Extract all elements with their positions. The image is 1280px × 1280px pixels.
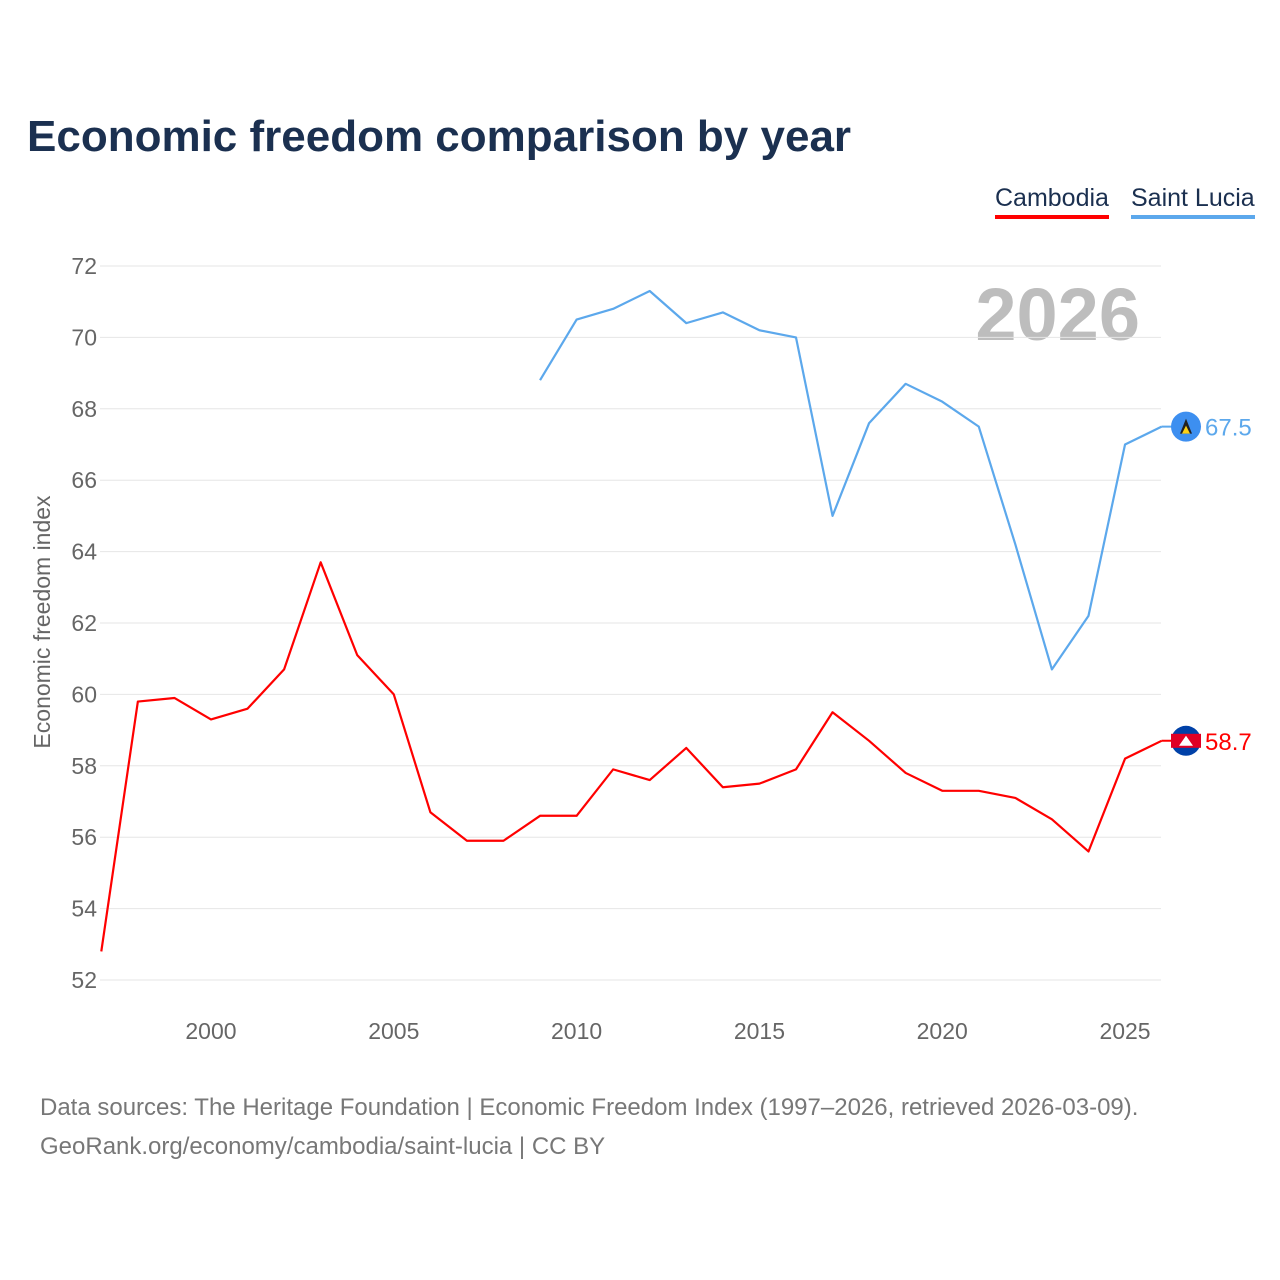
- y-axis-label: Economic freedom index: [29, 495, 55, 749]
- footer: Data sources: The Heritage Foundation | …: [40, 1088, 1138, 1166]
- data-point: [392, 692, 396, 696]
- x-tick-label: 2020: [917, 1018, 968, 1044]
- data-point: [831, 514, 835, 518]
- data-point: [428, 810, 432, 814]
- data-point: [940, 789, 944, 793]
- angkor-wat-icon: [1179, 735, 1193, 746]
- x-tick-label: 2010: [551, 1018, 602, 1044]
- data-point: [904, 771, 908, 775]
- source-url: GeoRank.org/economy/cambodia/saint-lucia…: [40, 1133, 606, 1160]
- data-point: [831, 710, 835, 714]
- data-point: [575, 318, 579, 322]
- series-line-cambodia: [100, 561, 1163, 952]
- legend-cambodia[interactable]: Cambodia: [995, 184, 1109, 219]
- data-point: [648, 289, 652, 293]
- data-point: [538, 378, 542, 382]
- data-point: [757, 782, 761, 786]
- data-point: [1123, 757, 1127, 761]
- y-tick-label: 52: [71, 967, 97, 993]
- data-point: [611, 307, 615, 311]
- data-point: [977, 789, 981, 793]
- data-point: [1013, 542, 1017, 546]
- data-point: [940, 400, 944, 404]
- data-point: [319, 560, 323, 564]
- data-point: [904, 382, 908, 386]
- data-point: [1013, 796, 1017, 800]
- y-tick-label: 72: [71, 253, 97, 279]
- data-point: [1123, 443, 1127, 447]
- x-tick-label: 2015: [734, 1018, 785, 1044]
- data-point: [355, 653, 359, 657]
- data-point: [794, 767, 798, 771]
- data-point: [136, 700, 140, 704]
- data-point: [1050, 667, 1054, 671]
- data-point: [684, 746, 688, 750]
- chart-title: Economic freedom comparison by year: [27, 112, 852, 161]
- data-point: [575, 814, 579, 818]
- data-point: [282, 667, 286, 671]
- x-tick-label: 2005: [368, 1018, 419, 1044]
- data-source: Data sources: The Heritage Foundation | …: [40, 1094, 1139, 1121]
- y-tick-label: 60: [71, 681, 97, 707]
- data-point: [465, 839, 469, 843]
- data-point: [538, 814, 542, 818]
- y-tick-label: 56: [71, 824, 97, 850]
- data-point: [99, 949, 103, 953]
- y-tick-label: 64: [71, 539, 97, 565]
- data-point: [721, 785, 725, 789]
- data-point: [867, 421, 871, 425]
- data-point: [867, 739, 871, 743]
- data-point: [757, 328, 761, 332]
- flag-triangle-inner-icon: [1182, 425, 1190, 434]
- end-value-label: 58.7: [1205, 729, 1252, 756]
- data-point: [1050, 817, 1054, 821]
- y-tick-label: 58: [71, 753, 97, 779]
- x-tick-label: 2000: [185, 1018, 236, 1044]
- data-point: [684, 321, 688, 325]
- data-point: [1086, 849, 1090, 853]
- y-tick-label: 66: [71, 467, 97, 493]
- end-value-label: 67.5: [1205, 415, 1252, 442]
- data-point: [501, 839, 505, 843]
- series-line-saint-lucia: [539, 289, 1163, 671]
- data-point: [246, 707, 250, 711]
- data-point: [209, 717, 213, 721]
- data-point: [721, 310, 725, 314]
- y-tick-label: 54: [71, 896, 97, 922]
- year-watermark: 2026: [975, 273, 1140, 356]
- data-point: [172, 696, 176, 700]
- data-point: [611, 767, 615, 771]
- data-point: [1086, 614, 1090, 618]
- x-tick-label: 2025: [1099, 1018, 1150, 1044]
- data-point: [794, 335, 798, 339]
- y-tick-label: 70: [71, 324, 97, 350]
- data-point: [977, 425, 981, 429]
- y-tick-label: 62: [71, 610, 97, 636]
- legend-saint-lucia[interactable]: Saint Lucia: [1131, 184, 1255, 219]
- data-point: [648, 778, 652, 782]
- y-tick-label: 68: [71, 396, 97, 422]
